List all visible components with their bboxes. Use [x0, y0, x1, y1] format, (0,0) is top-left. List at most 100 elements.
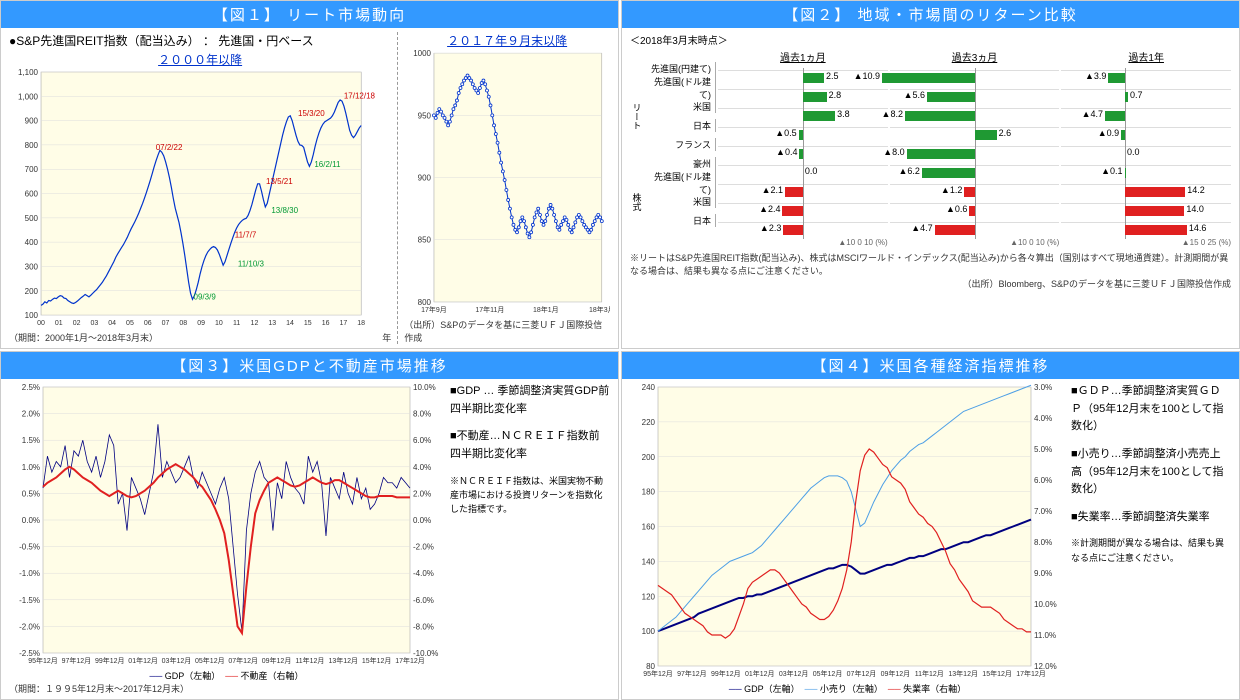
fig1-left-title: ２０００年以降 [9, 51, 391, 68]
fig3-chart: -2.5%-2.0%-1.5%-1.0%-0.5%0.0%0.5%1.0%1.5… [9, 383, 444, 669]
svg-text:16/2/11: 16/2/11 [314, 160, 341, 169]
svg-text:10: 10 [215, 320, 223, 327]
svg-text:13年12月: 13年12月 [328, 656, 358, 665]
svg-text:14: 14 [286, 320, 294, 327]
svg-text:11/10/3: 11/10/3 [238, 259, 265, 268]
svg-text:1.5%: 1.5% [22, 436, 40, 445]
svg-text:17年12月: 17年12月 [395, 656, 425, 665]
fig2-footnote2: （出所）Bloomberg、S&Pのデータを基に三菱ＵＦＪ国際投信作成 [630, 277, 1231, 290]
fig4-panel: 【図４】米国各種経済指標推移 8010012014016018020022024… [621, 351, 1240, 700]
fig1-left-chart: 1002003004005006007008009001,0001,100000… [9, 68, 391, 331]
svg-text:80: 80 [646, 662, 655, 671]
fig1-subtitle: ●S&P先進国REIT指数（配当込み） ： 先進国・円ベース [9, 32, 391, 49]
svg-text:600: 600 [25, 190, 39, 199]
svg-text:8.0%: 8.0% [413, 410, 431, 419]
svg-text:06: 06 [144, 320, 152, 327]
svg-text:12: 12 [251, 320, 259, 327]
svg-text:15年12月: 15年12月 [982, 669, 1012, 678]
svg-text:850: 850 [418, 236, 432, 245]
svg-text:03年12月: 03年12月 [162, 656, 192, 665]
svg-text:7.0%: 7.0% [1034, 507, 1052, 516]
svg-text:900: 900 [418, 174, 432, 183]
svg-text:05年12月: 05年12月 [195, 656, 225, 665]
svg-text:140: 140 [642, 558, 656, 567]
svg-text:09年12月: 09年12月 [881, 669, 911, 678]
svg-text:17/12/18: 17/12/18 [344, 92, 376, 101]
svg-text:10.0%: 10.0% [1034, 600, 1057, 609]
svg-text:04: 04 [108, 320, 116, 327]
svg-text:15: 15 [304, 320, 312, 327]
fig4-header: 【図４】米国各種経済指標推移 [622, 352, 1239, 379]
svg-text:12.0%: 12.0% [1034, 662, 1057, 671]
svg-text:13/8/30: 13/8/30 [271, 206, 298, 215]
svg-text:-1.0%: -1.0% [19, 569, 40, 578]
svg-text:07年12月: 07年12月 [228, 656, 258, 665]
svg-text:13/5/21: 13/5/21 [266, 177, 293, 186]
svg-text:05年12月: 05年12月 [813, 669, 843, 678]
svg-text:3.0%: 3.0% [1034, 383, 1052, 392]
svg-text:18: 18 [357, 320, 365, 327]
fig1-source: （出所）S&Pのデータを基に三菱ＵＦＪ国際投信作成 [404, 318, 610, 344]
svg-text:6.0%: 6.0% [413, 436, 431, 445]
fig2-asof: ＜2018年3月末時点＞ [630, 32, 1231, 47]
svg-text:2.5%: 2.5% [22, 383, 40, 392]
svg-text:-4.0%: -4.0% [413, 569, 434, 578]
svg-text:1,100: 1,100 [18, 68, 39, 77]
fig3-desc-re: ■不動産…ＮＣＲＥＩＦ指数前四半期比変化率 [450, 428, 610, 463]
fig2-panel: 【図２】 地域・市場間のリターン比較 ＜2018年3月末時点＞ リート先進国(円… [621, 0, 1240, 349]
svg-text:09: 09 [197, 320, 205, 327]
svg-text:18年1月: 18年1月 [533, 305, 559, 314]
fig4-desc-gdp: ■ＧＤＰ…季節調整済実質ＧＤＰ（95年12月末を100として指数化） [1071, 383, 1231, 436]
fig3-desc-gdp: ■GDP … 季節調整済実質GDP前四半期比変化率 [450, 383, 610, 418]
svg-text:97年12月: 97年12月 [62, 656, 92, 665]
svg-text:05: 05 [126, 320, 134, 327]
fig1-right-chart: 800850900950100017年9月17年11月18年1月18年3月 [404, 49, 610, 318]
svg-text:-0.5%: -0.5% [19, 543, 40, 552]
svg-text:01年12月: 01年12月 [128, 656, 158, 665]
fig1-right-title: ２０１７年９月末以降 [404, 32, 610, 49]
svg-text:11.0%: 11.0% [1034, 631, 1056, 640]
svg-text:-1.5%: -1.5% [19, 596, 40, 605]
svg-text:11/7/7: 11/7/7 [235, 230, 257, 239]
fig4-chart: 8010012014016018020022024012.0%11.0%10.0… [630, 383, 1065, 682]
svg-text:100: 100 [25, 311, 39, 320]
svg-text:11年12月: 11年12月 [295, 656, 324, 665]
svg-text:07/2/22: 07/2/22 [156, 143, 183, 152]
svg-text:900: 900 [25, 117, 39, 126]
svg-text:500: 500 [25, 214, 39, 223]
svg-text:-2.0%: -2.0% [19, 623, 40, 632]
fig4-desc-unemp: ■失業率…季節調整済失業率 [1071, 509, 1231, 527]
svg-text:1000: 1000 [413, 49, 431, 58]
svg-text:99年12月: 99年12月 [711, 669, 741, 678]
svg-text:200: 200 [642, 453, 656, 462]
svg-text:200: 200 [25, 287, 39, 296]
svg-text:400: 400 [25, 238, 39, 247]
svg-text:16: 16 [322, 320, 330, 327]
svg-text:-8.0%: -8.0% [413, 623, 434, 632]
svg-text:11年12月: 11年12月 [915, 669, 944, 678]
svg-text:17年11月: 17年11月 [476, 305, 505, 314]
fig3-period: （期間：１９９5年12月末～2017年12月末） [9, 682, 444, 695]
svg-text:08: 08 [179, 320, 187, 327]
svg-text:220: 220 [642, 418, 656, 427]
fig3-header: 【図３】米国GDPと不動産市場推移 [1, 352, 618, 379]
svg-text:03: 03 [90, 320, 98, 327]
svg-text:0.5%: 0.5% [22, 490, 40, 499]
fig1-panel: 【図１】 リート市場動向 ●S&P先進国REIT指数（配当込み） ： 先進国・円… [0, 0, 619, 349]
fig4-legend: ── GDP（左軸） ── 小売り（左軸） ── 失業率（右軸） [630, 682, 1065, 695]
svg-text:13年12月: 13年12月 [948, 669, 978, 678]
svg-text:950: 950 [418, 111, 432, 120]
svg-text:09年12月: 09年12月 [262, 656, 292, 665]
svg-text:8.0%: 8.0% [1034, 538, 1052, 547]
svg-text:11: 11 [233, 320, 240, 327]
svg-text:800: 800 [418, 298, 432, 307]
svg-text:-10.0%: -10.0% [413, 649, 438, 658]
svg-text:1.0%: 1.0% [22, 463, 40, 472]
svg-text:18年3月: 18年3月 [589, 305, 610, 314]
fig3-note: ※ＮＣＲＥＩＦ指数は、米国実物不動産市場における投資リターンを指数化した指標です… [450, 474, 610, 517]
svg-text:0.0%: 0.0% [413, 516, 431, 525]
svg-text:97年12月: 97年12月 [677, 669, 707, 678]
svg-text:-2.0%: -2.0% [413, 543, 434, 552]
fig4-desc-retail: ■小売り…季節調整済小売売上高（95年12月末を100として指数化） [1071, 446, 1231, 499]
svg-text:15/3/20: 15/3/20 [298, 109, 325, 118]
